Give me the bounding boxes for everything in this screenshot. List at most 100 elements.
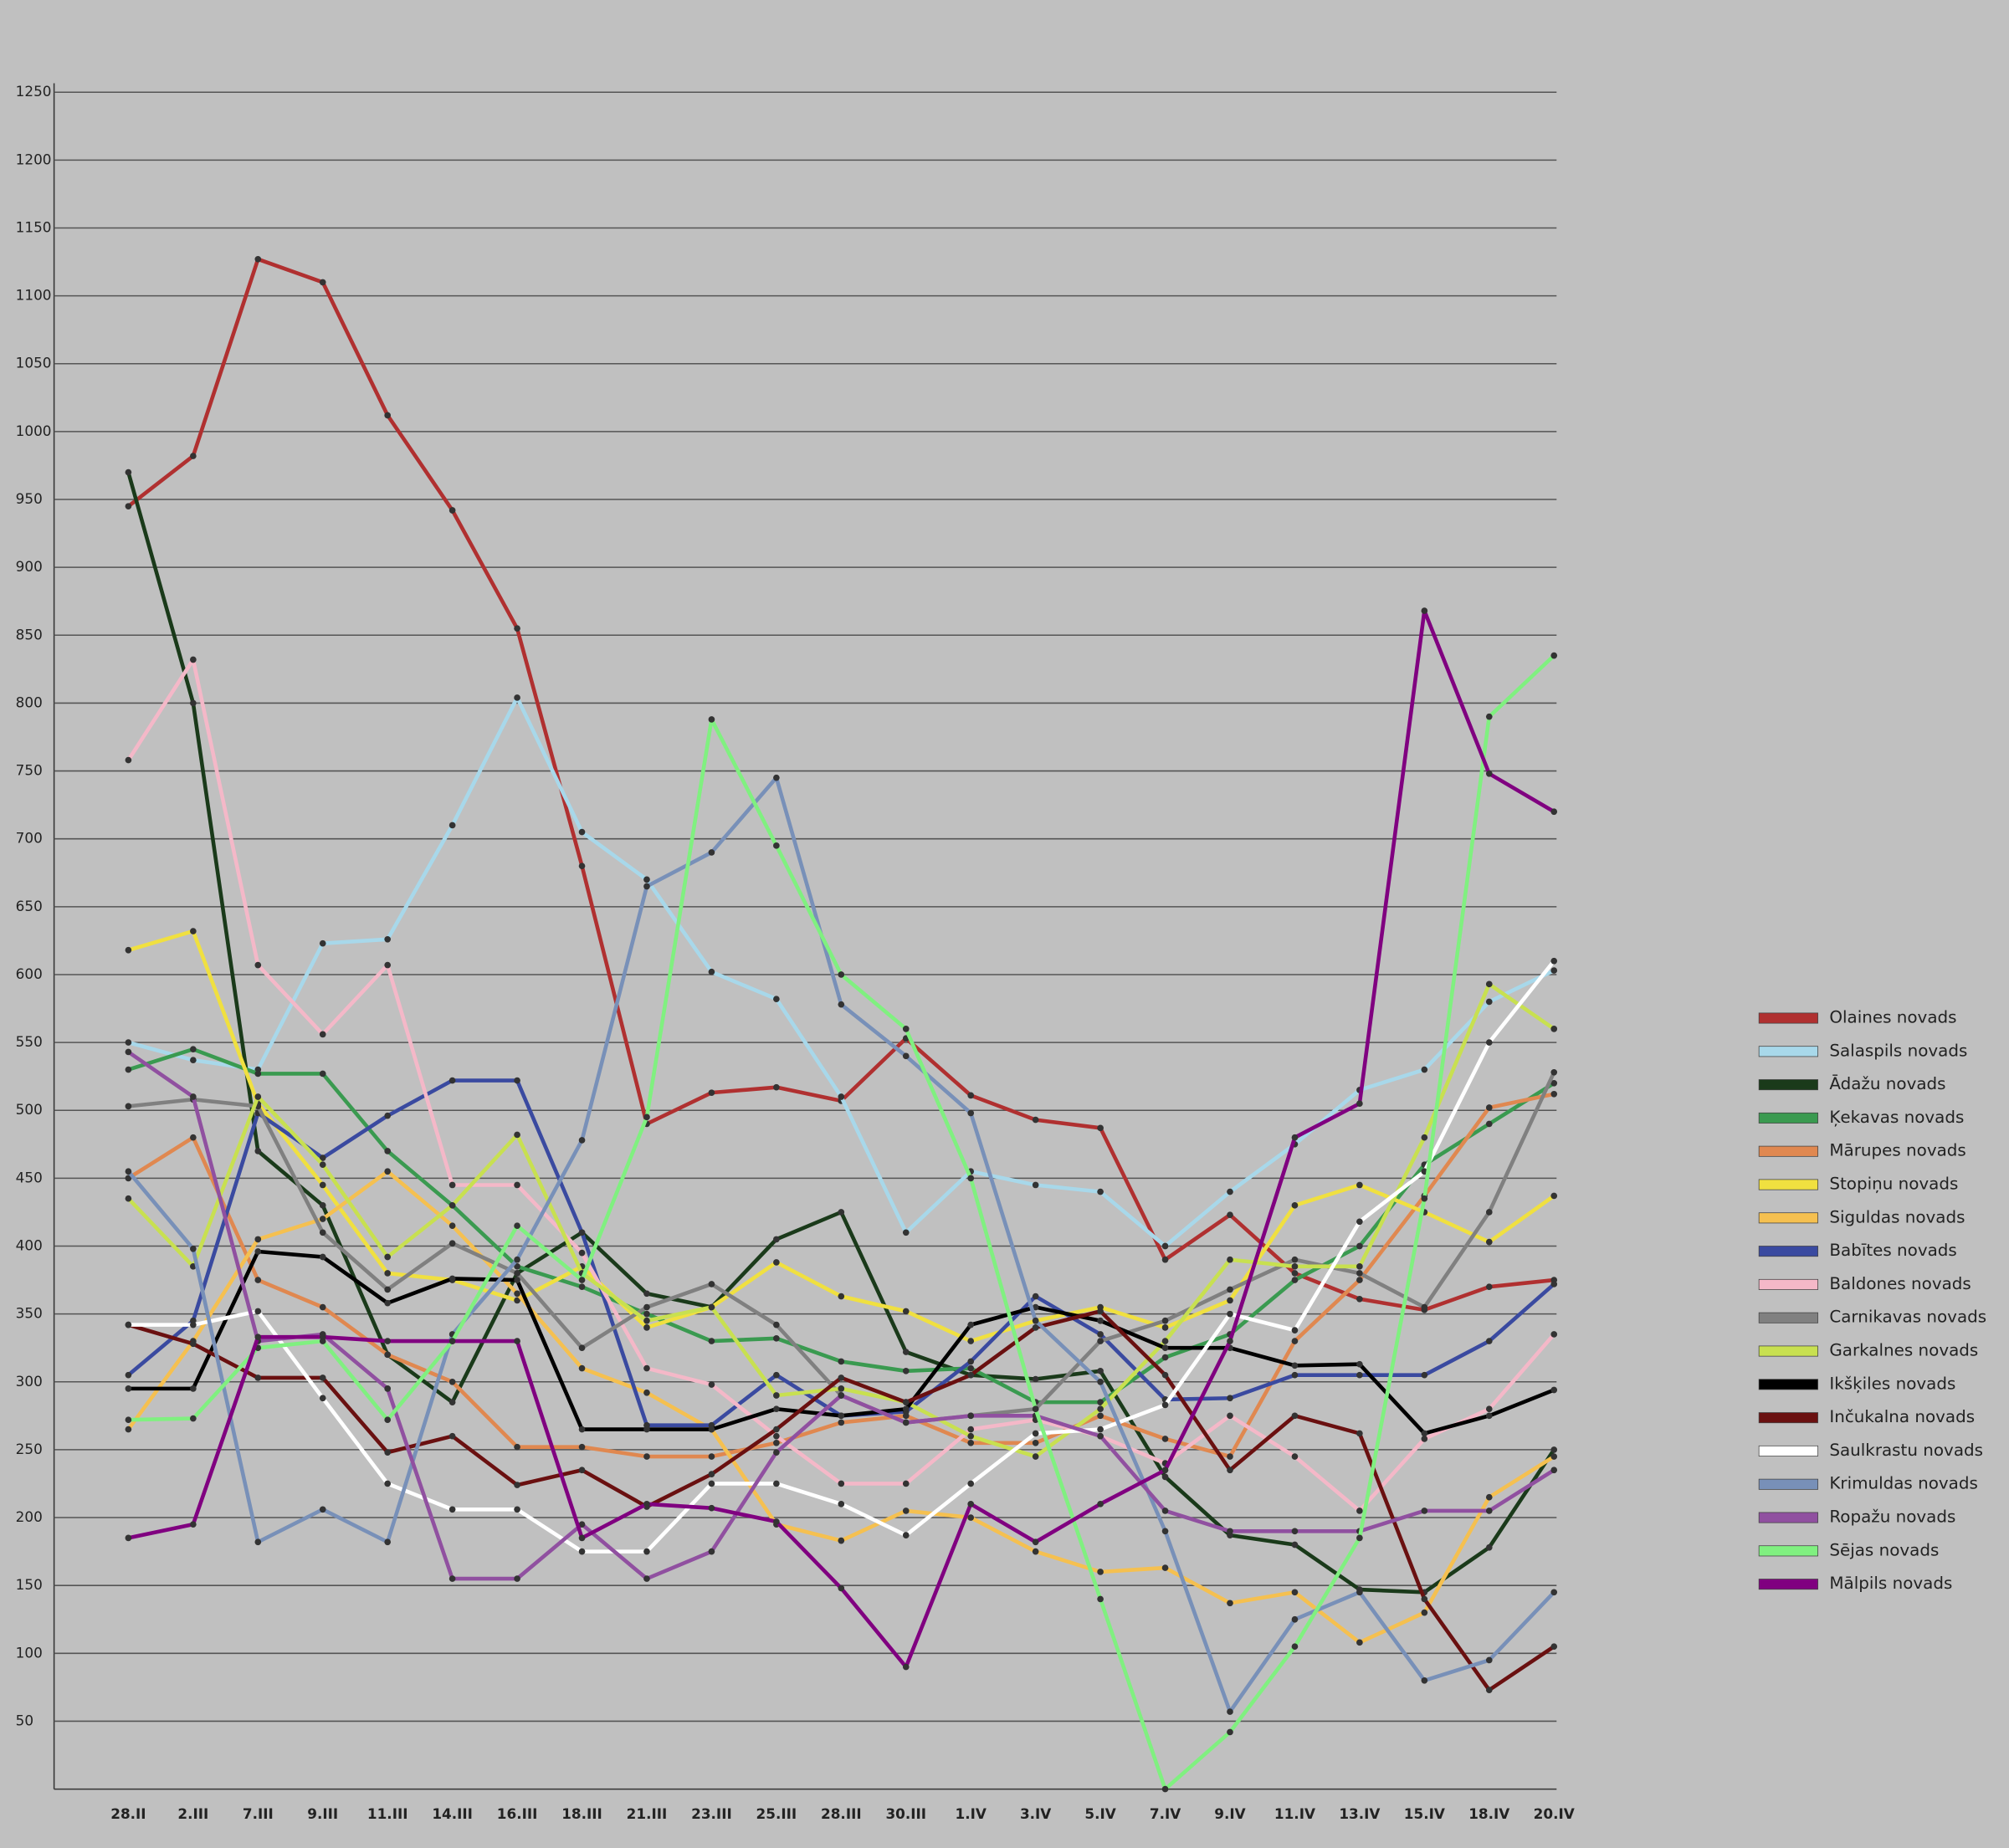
data-point xyxy=(1097,1308,1104,1315)
x-tick-label: 14.III xyxy=(432,1805,473,1822)
data-point xyxy=(1291,1277,1299,1283)
data-point xyxy=(708,1426,715,1433)
data-point xyxy=(643,1453,650,1460)
data-point xyxy=(1161,1344,1169,1352)
data-point xyxy=(967,1371,975,1379)
data-point xyxy=(1161,1371,1169,1379)
data-point xyxy=(708,1504,715,1512)
data-point xyxy=(773,1449,780,1456)
legend-label: Krimuldas novads xyxy=(1829,1474,1977,1493)
data-point xyxy=(125,756,132,764)
data-point xyxy=(643,1290,650,1298)
data-point xyxy=(1550,1079,1558,1087)
data-point xyxy=(1421,1508,1428,1514)
data-point xyxy=(1356,1270,1363,1277)
y-tick-label: 650 xyxy=(16,898,43,914)
legend-label: Salaspils novads xyxy=(1829,1041,1967,1060)
x-tick-label: 18.IV xyxy=(1468,1805,1509,1822)
data-point xyxy=(125,1168,132,1175)
data-point xyxy=(384,1112,392,1119)
data-point xyxy=(384,1286,392,1293)
data-point xyxy=(1161,1354,1169,1361)
data-point xyxy=(773,1259,780,1266)
data-point xyxy=(1485,1120,1493,1128)
data-point xyxy=(1032,1303,1039,1311)
data-point xyxy=(319,1031,326,1038)
data-point xyxy=(190,1385,197,1392)
data-point xyxy=(1227,1412,1233,1420)
y-tick-label: 550 xyxy=(16,1033,43,1050)
data-point xyxy=(448,1338,456,1344)
data-point xyxy=(1032,1430,1039,1437)
data-point xyxy=(578,1277,586,1283)
data-point xyxy=(125,1385,132,1392)
data-point xyxy=(578,1467,586,1474)
data-point xyxy=(708,1303,715,1311)
data-point xyxy=(967,1364,975,1372)
x-tick-label: 23.III xyxy=(691,1805,732,1822)
data-point xyxy=(1032,1548,1039,1555)
x-tick-label: 13.IV xyxy=(1339,1805,1380,1822)
y-tick-label: 950 xyxy=(16,490,43,507)
data-point xyxy=(514,1270,520,1277)
data-point xyxy=(190,699,197,707)
data-point xyxy=(902,1419,910,1426)
data-point xyxy=(319,1374,326,1381)
data-point xyxy=(773,1518,780,1525)
data-point xyxy=(578,1364,586,1372)
y-tick-label: 100 xyxy=(16,1644,43,1661)
data-point xyxy=(448,1432,456,1440)
data-point xyxy=(190,1521,197,1528)
data-point xyxy=(967,1432,975,1440)
legend-label: Garkalnes novads xyxy=(1829,1341,1978,1360)
data-point xyxy=(578,1229,586,1236)
data-point xyxy=(1097,1124,1104,1132)
x-tick-label: 3.IV xyxy=(1020,1805,1051,1822)
data-point xyxy=(578,1521,586,1528)
legend-label: Carnikavas novads xyxy=(1829,1308,1986,1327)
data-point xyxy=(1161,1785,1169,1793)
data-point xyxy=(902,1663,910,1671)
data-point xyxy=(902,1480,910,1487)
x-tick-label: 9.IV xyxy=(1214,1805,1245,1822)
data-point xyxy=(448,1399,456,1405)
data-point xyxy=(319,1395,326,1402)
data-point xyxy=(1421,1677,1428,1684)
data-point xyxy=(384,961,392,969)
data-point xyxy=(643,1324,650,1331)
legend-swatch xyxy=(1758,1212,1818,1224)
data-point xyxy=(1356,1295,1363,1303)
data-point xyxy=(1161,1242,1169,1250)
x-tick-label: 11.III xyxy=(367,1805,408,1822)
data-point xyxy=(190,1057,197,1064)
data-point xyxy=(643,1500,650,1508)
x-tick-label: 28.III xyxy=(821,1805,862,1822)
data-point xyxy=(773,1236,780,1243)
x-tick-label: 2.III xyxy=(177,1805,208,1822)
x-tick-label: 9.III xyxy=(307,1805,338,1822)
data-point xyxy=(1097,1317,1104,1324)
data-point xyxy=(384,1480,392,1487)
y-tick-label: 1200 xyxy=(16,151,52,167)
data-point xyxy=(773,774,780,781)
data-point xyxy=(384,1253,392,1261)
data-point xyxy=(514,1263,520,1270)
data-point xyxy=(319,1181,326,1189)
data-point xyxy=(967,1358,975,1365)
data-point xyxy=(967,1109,975,1117)
data-point xyxy=(190,453,197,459)
data-point xyxy=(708,1338,715,1344)
data-point xyxy=(773,1426,780,1433)
data-point xyxy=(578,863,586,869)
data-point xyxy=(1227,1708,1233,1715)
data-point xyxy=(643,1575,650,1582)
data-point xyxy=(643,1310,650,1318)
data-point xyxy=(838,1392,845,1399)
y-tick-label: 900 xyxy=(16,558,43,575)
legend-label: Ropažu novads xyxy=(1829,1508,1955,1527)
data-point xyxy=(190,1046,197,1053)
data-point xyxy=(1032,1324,1039,1331)
legend-label: Babītes novads xyxy=(1829,1241,1956,1260)
